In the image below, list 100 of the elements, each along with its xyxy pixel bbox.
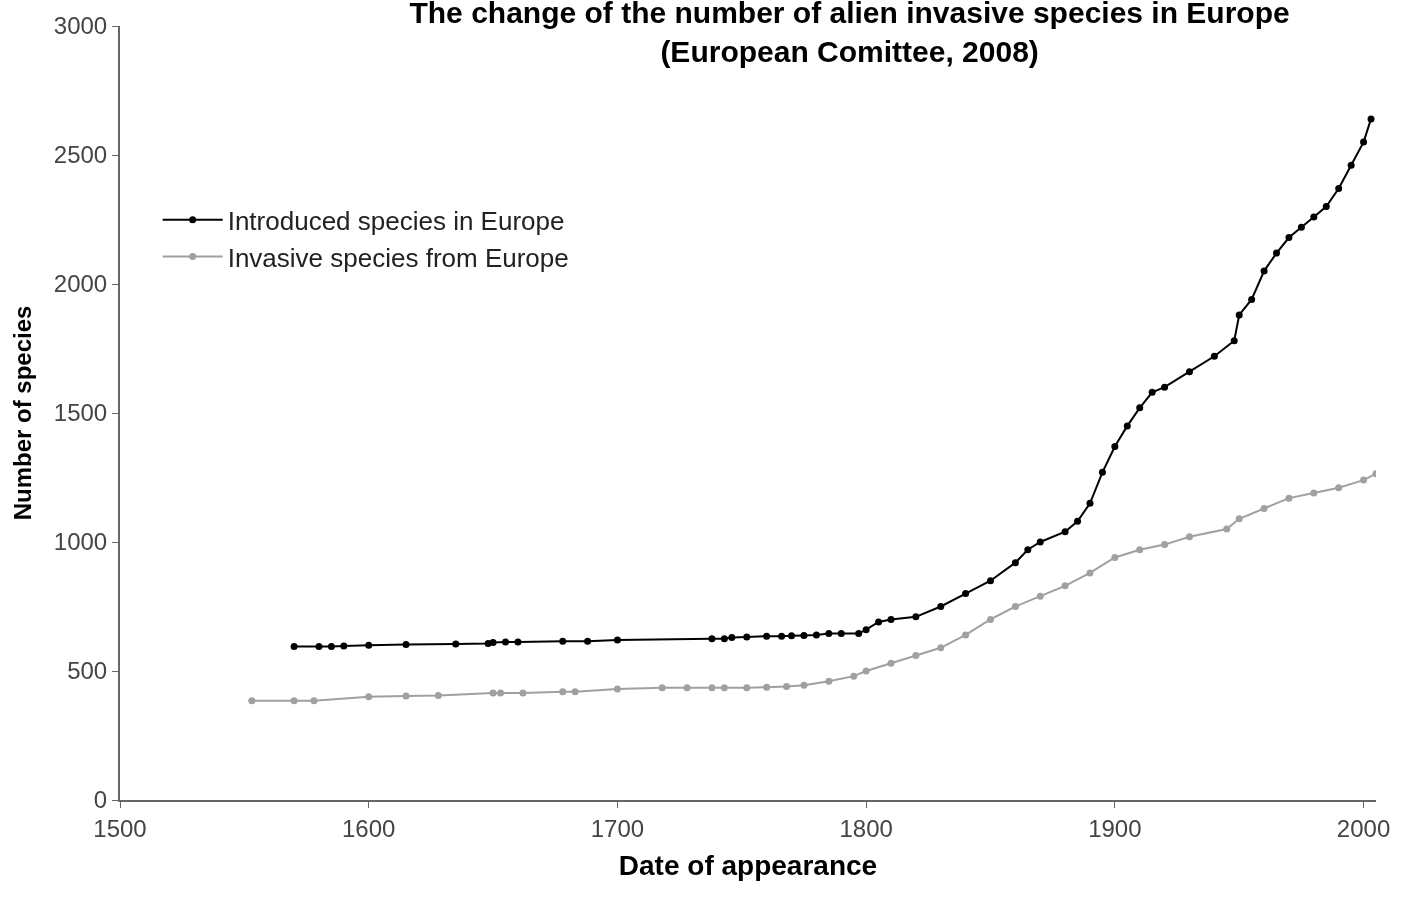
point [800, 631, 808, 639]
y-tick-label: 0 [93, 786, 108, 814]
point [800, 681, 808, 689]
point [912, 652, 920, 660]
point [1260, 504, 1268, 512]
point [365, 693, 373, 701]
point [613, 685, 621, 693]
point [1074, 517, 1082, 525]
point [1161, 541, 1169, 549]
point [1011, 559, 1019, 567]
point [1036, 592, 1044, 600]
point [559, 688, 567, 696]
point [962, 631, 970, 639]
chart-title: The change of the number of alien invasive species in Europe (European Comittee, 2008) [409, 0, 1290, 68]
point [519, 689, 527, 697]
point [912, 613, 920, 621]
point [489, 639, 497, 647]
point [1223, 525, 1231, 533]
point [1011, 603, 1019, 610]
x-tick-label: 1900 [1088, 814, 1142, 842]
point [862, 626, 870, 634]
point [1360, 138, 1368, 146]
point [708, 684, 716, 692]
point [559, 637, 567, 645]
point [1230, 337, 1238, 345]
point [452, 640, 460, 648]
point [248, 697, 256, 705]
point [365, 641, 373, 649]
legend-label: Invasive species from Europe [227, 242, 569, 273]
point [1235, 311, 1243, 319]
point [763, 683, 771, 691]
point [825, 677, 833, 685]
point [837, 630, 845, 638]
point [1360, 476, 1368, 484]
point [1335, 484, 1343, 492]
point [434, 692, 442, 700]
y-tick-label: 1500 [53, 399, 108, 427]
point [683, 684, 691, 692]
x-tick-label: 1500 [93, 814, 147, 842]
point [1111, 443, 1119, 451]
point [812, 631, 820, 639]
point [658, 684, 666, 692]
point [1061, 528, 1069, 536]
point [728, 633, 736, 641]
point [584, 637, 592, 645]
point [402, 692, 410, 700]
x-tick-label: 1800 [839, 814, 893, 842]
point [290, 697, 298, 705]
x-tick-label: 2000 [1336, 814, 1391, 842]
point [327, 642, 335, 650]
point [788, 632, 796, 640]
point [1310, 213, 1318, 221]
point [987, 577, 994, 585]
point [1123, 422, 1131, 430]
point [502, 638, 509, 646]
point [1136, 546, 1144, 554]
point [1111, 553, 1119, 561]
point [1285, 234, 1293, 242]
point [1061, 582, 1069, 590]
point [850, 672, 858, 680]
point [613, 636, 621, 644]
point [310, 697, 318, 705]
point [720, 635, 728, 643]
y-tick-label: 2000 [53, 270, 108, 298]
point [887, 615, 895, 623]
point [855, 630, 863, 638]
point [290, 642, 298, 650]
point [987, 615, 994, 623]
point [1347, 161, 1355, 169]
point [962, 590, 970, 598]
point [571, 688, 579, 696]
point [1260, 267, 1268, 275]
point [937, 644, 945, 652]
point [1335, 185, 1343, 193]
point [862, 667, 870, 675]
point [825, 630, 833, 638]
x-tick-label: 1600 [342, 814, 396, 842]
point [1297, 223, 1305, 231]
y-tick-label: 500 [67, 657, 108, 685]
point [783, 682, 791, 690]
point [1086, 569, 1094, 577]
legend-label: Introduced species in Europe [227, 205, 565, 236]
point [1161, 383, 1169, 391]
point [1148, 388, 1156, 396]
point [514, 638, 522, 646]
point [489, 689, 497, 697]
y-tick-label: 2500 [53, 141, 108, 169]
point [402, 640, 410, 648]
point [1185, 533, 1193, 541]
point [887, 659, 895, 667]
point [1310, 489, 1318, 497]
point [778, 632, 786, 640]
point [340, 642, 348, 650]
y-axis-title: Number of species [9, 305, 37, 521]
point [1036, 538, 1044, 546]
point [743, 684, 751, 692]
point [1367, 115, 1375, 123]
point [497, 689, 505, 697]
point [315, 642, 323, 650]
point [720, 684, 728, 692]
